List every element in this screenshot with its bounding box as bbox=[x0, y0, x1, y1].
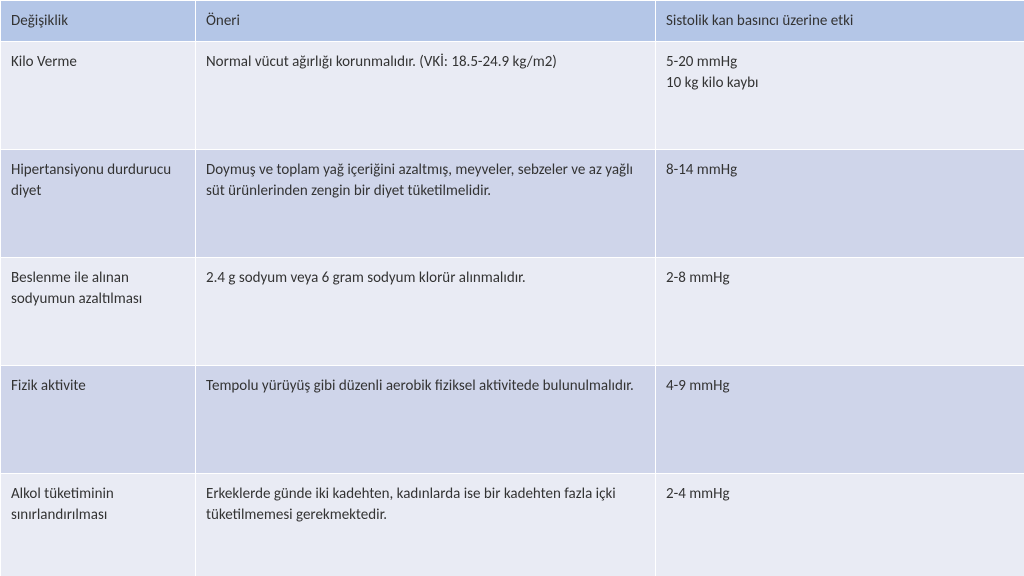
table-row: Alkol tüketiminin sınırlandırılması Erke… bbox=[1, 474, 1024, 576]
cell-effect: 2-4 mmHg bbox=[656, 474, 1024, 576]
cell-recommendation: Erkeklerde günde iki kadehten, kadınlard… bbox=[196, 474, 656, 576]
cell-change: Beslenme ile alınan sodyumun azaltılması bbox=[1, 258, 196, 366]
table-header-row: Değişiklik Öneri Sistolik kan basıncı üz… bbox=[1, 1, 1024, 42]
table-row: Hipertansiyonu durdurucu diyet Doymuş ve… bbox=[1, 150, 1024, 258]
cell-change: Hipertansiyonu durdurucu diyet bbox=[1, 150, 196, 258]
cell-change: Fizik aktivite bbox=[1, 366, 196, 474]
cell-recommendation: Doymuş ve toplam yağ içeriğini azaltmış,… bbox=[196, 150, 656, 258]
col-header-recommendation: Öneri bbox=[196, 1, 656, 42]
col-header-effect: Sistolik kan basıncı üzerine etki bbox=[656, 1, 1024, 42]
cell-change: Kilo Verme bbox=[1, 42, 196, 150]
cell-recommendation: Tempolu yürüyüş gibi düzenli aerobik fiz… bbox=[196, 366, 656, 474]
table-row: Fizik aktivite Tempolu yürüyüş gibi düze… bbox=[1, 366, 1024, 474]
col-header-change: Değişiklik bbox=[1, 1, 196, 42]
cell-change: Alkol tüketiminin sınırlandırılması bbox=[1, 474, 196, 576]
cell-recommendation: Normal vücut ağırlığı korunmalıdır. (VKİ… bbox=[196, 42, 656, 150]
cell-effect: 8-14 mmHg bbox=[656, 150, 1024, 258]
table-row: Kilo Verme Normal vücut ağırlığı korunma… bbox=[1, 42, 1024, 150]
cell-effect: 2-8 mmHg bbox=[656, 258, 1024, 366]
lifestyle-bp-table: Değişiklik Öneri Sistolik kan basıncı üz… bbox=[0, 0, 1024, 576]
table-row: Beslenme ile alınan sodyumun azaltılması… bbox=[1, 258, 1024, 366]
table-body: Kilo Verme Normal vücut ağırlığı korunma… bbox=[1, 42, 1024, 576]
cell-effect: 5-20 mmHg10 kg kilo kaybı bbox=[656, 42, 1024, 150]
cell-effect: 4-9 mmHg bbox=[656, 366, 1024, 474]
cell-recommendation: 2.4 g sodyum veya 6 gram sodyum klorür a… bbox=[196, 258, 656, 366]
